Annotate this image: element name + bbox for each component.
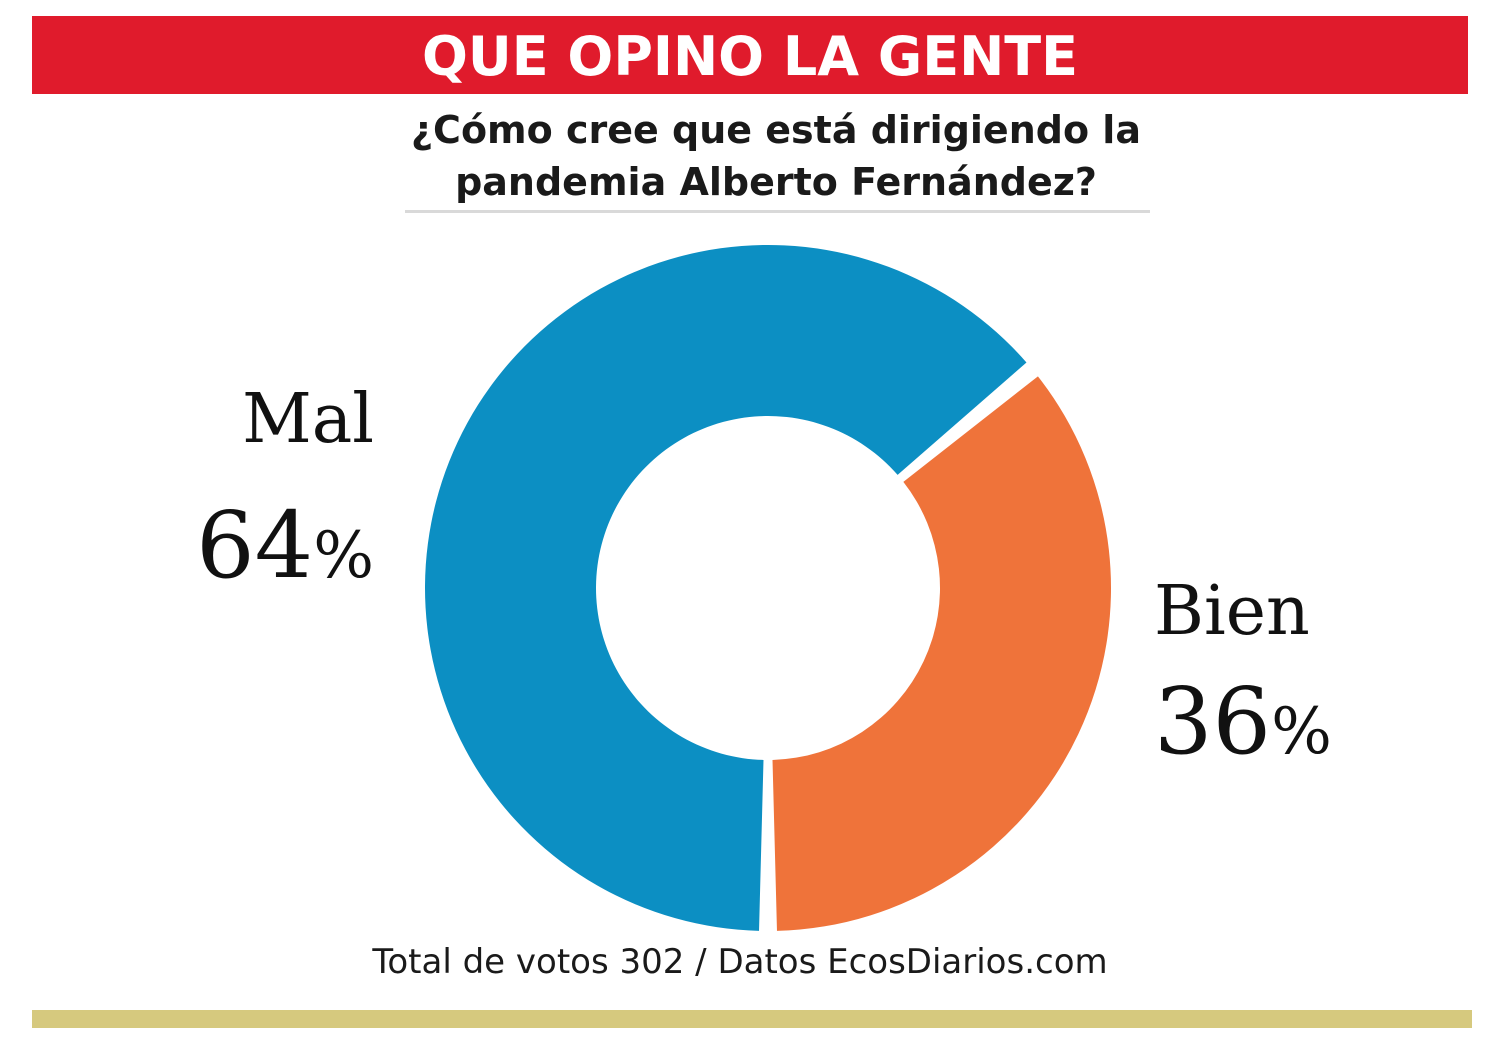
slice-value-mal-unit: %: [313, 519, 374, 593]
donut-slice-mal: [424, 244, 1027, 931]
slice-label-mal: Mal: [242, 380, 374, 459]
question-line-1: ¿Cómo cree que está dirigiendo la: [411, 108, 1141, 152]
question-underline: [405, 210, 1150, 213]
header-banner: QUE OPINO LA GENTE: [32, 16, 1468, 94]
slice-value-bien-number: 36: [1154, 668, 1272, 775]
slice-label-bien: Bien: [1154, 572, 1310, 651]
slice-value-mal-number: 64: [196, 492, 314, 599]
slice-value-bien: 36%: [1154, 676, 1332, 768]
header-title: QUE OPINO LA GENTE: [421, 25, 1079, 88]
question-line-2: pandemia Alberto Fernández?: [455, 160, 1097, 204]
donut-slices: [424, 244, 1111, 931]
slice-value-mal: 64%: [196, 500, 374, 592]
bottom-rule: [32, 1010, 1472, 1028]
slice-value-bien-unit: %: [1271, 695, 1332, 769]
source-note: Total de votos 302 / Datos EcosDiarios.c…: [372, 942, 1108, 982]
question-title: ¿Cómo cree que está dirigiendo la pandem…: [300, 104, 1252, 208]
donut-slice-bien: [772, 376, 1111, 931]
